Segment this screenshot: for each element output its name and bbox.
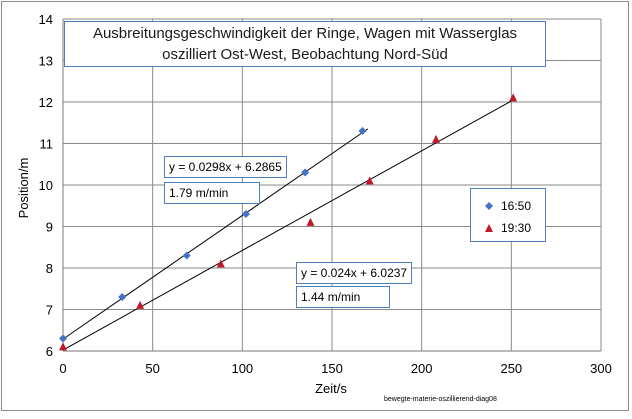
- x-tick-label: 200: [411, 361, 433, 376]
- trendline-1650: [62, 128, 369, 340]
- equation-label-1930: y = 0.024x + 6.0237: [296, 262, 413, 284]
- data-point-1930: [509, 93, 518, 102]
- x-axis-label: Zeit/s: [315, 381, 347, 396]
- equation-label-1650: y = 0.0298x + 6.2865: [164, 156, 287, 178]
- data-point-1650: [241, 210, 250, 219]
- x-tick-label: 0: [59, 361, 66, 376]
- diamond-marker-icon: [485, 202, 493, 210]
- data-point-1930: [136, 300, 145, 309]
- trendline-1930: [62, 99, 514, 351]
- x-tick-label: 50: [145, 361, 159, 376]
- y-tick-label: 10: [39, 178, 53, 193]
- chart-title: Ausbreitungsgeschwindigkeit der Ringe, W…: [64, 21, 546, 67]
- speed-label-1650: 1.79 m/min: [164, 182, 260, 204]
- y-tick-label: 14: [39, 12, 53, 27]
- y-tick-label: 7: [46, 303, 53, 318]
- data-point-1930: [432, 134, 441, 143]
- data-point-1930: [306, 217, 315, 226]
- data-point-1930: [59, 342, 67, 351]
- legend-label-1930: 19:30: [501, 221, 532, 235]
- chart-title-line-1: Ausbreitungsgeschwindigkeit der Ringe, W…: [92, 25, 518, 42]
- chart-title-line-2: oszilliert Ost-West, Beobachtung Nord-Sü…: [162, 46, 448, 63]
- data-point-1650: [118, 293, 127, 302]
- data-point-1930: [216, 259, 225, 268]
- data-point-1650: [182, 251, 191, 260]
- legend-label-1650: 16:50: [501, 199, 532, 213]
- data-point-1650: [301, 168, 310, 177]
- x-tick-label: 100: [231, 361, 253, 376]
- y-tick-label: 13: [39, 54, 53, 69]
- x-tick-label: 300: [590, 361, 612, 376]
- y-tick-label: 9: [46, 220, 53, 235]
- trendlines: [62, 99, 514, 351]
- legend: 16:50 19:30: [470, 188, 546, 242]
- tick-labels: 0 50 100 150 200 250 300 6 7 8 9 10 11 12 13 14: [39, 12, 612, 376]
- legend-item-1930: 19:30: [471, 220, 545, 236]
- data-point-1650: [59, 334, 67, 343]
- x-tick-label: 250: [500, 361, 522, 376]
- y-axis-label: Position/m: [16, 158, 31, 219]
- speed-label-1930: 1.44 m/min: [296, 286, 390, 308]
- x-tick-label: 150: [321, 361, 343, 376]
- axes: [62, 19, 601, 352]
- data-point-1930: [365, 176, 374, 185]
- figure-caption: bewegte-materie-oszillierend-diag08: [384, 396, 497, 403]
- y-tick-label: 11: [40, 137, 54, 152]
- y-tick-label: 8: [46, 261, 53, 276]
- data-point-1650: [358, 127, 367, 136]
- data-points: [59, 93, 518, 351]
- triangle-marker-icon: [485, 224, 493, 232]
- legend-item-1650: 16:50: [471, 198, 545, 214]
- y-tick-label: 6: [46, 344, 53, 359]
- y-tick-label: 12: [39, 95, 53, 110]
